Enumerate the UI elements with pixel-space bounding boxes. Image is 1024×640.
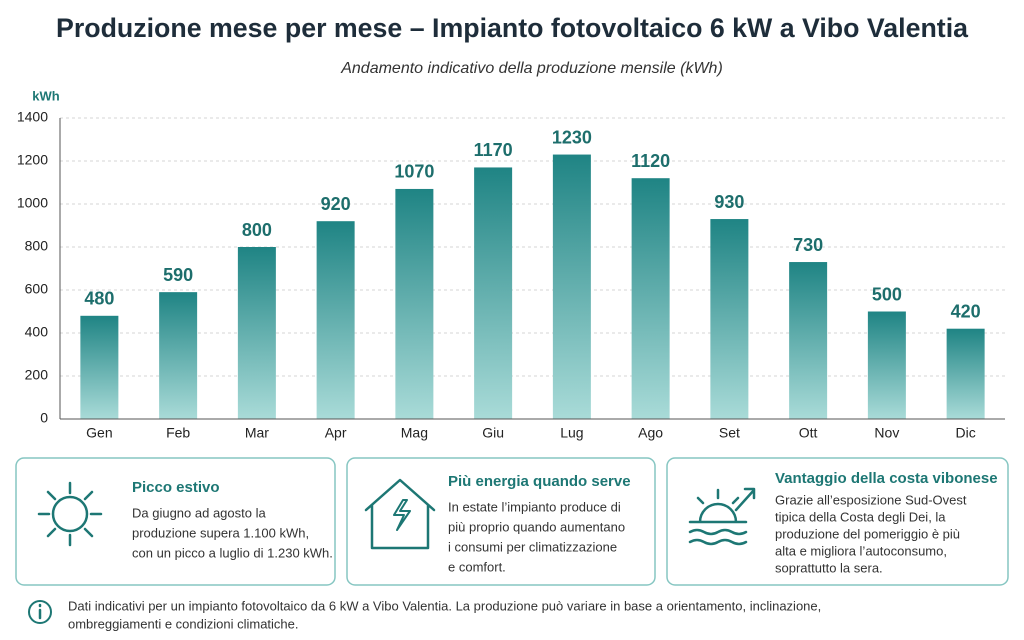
bar: [789, 262, 828, 419]
x-tick-label: Nov: [874, 425, 899, 441]
card-text: i consumi per climatizzazione: [448, 539, 617, 554]
value-label: 1120: [631, 151, 670, 171]
card-text: più proprio quando aumentano: [448, 519, 625, 534]
value-label: 590: [163, 265, 193, 285]
y-axis-label: kWh: [32, 88, 60, 103]
y-tick-label: 800: [25, 238, 49, 254]
x-tick-label: Feb: [166, 425, 190, 441]
card-text: tipica della Costa degli Dei, la: [775, 509, 946, 524]
x-tick-label: Gen: [86, 425, 112, 441]
x-tick-label: Lug: [560, 425, 583, 441]
value-label: 920: [321, 194, 351, 214]
bar: [946, 328, 985, 419]
bar: [631, 178, 670, 419]
value-label: 1230: [552, 127, 592, 147]
x-tick-label: Apr: [325, 425, 347, 441]
value-label: 800: [242, 220, 272, 240]
card-text: produzione del pomeriggio è più: [775, 526, 960, 541]
house-icon: [364, 478, 436, 550]
value-label: 480: [84, 289, 114, 309]
card-text: Da giugno ad agosto la: [132, 505, 266, 520]
card-text: soprattutto la sera.: [775, 560, 883, 575]
card-text: con un picco a luglio di 1.230 kWh.: [132, 545, 333, 560]
y-tick-label: 1000: [17, 195, 48, 211]
bar: [80, 315, 119, 419]
x-tick-label: Ago: [638, 425, 663, 441]
bar: [710, 219, 749, 419]
card-text: In estate l’impianto produce di: [448, 499, 621, 514]
bar: [159, 292, 198, 419]
value-label: 1070: [394, 162, 434, 182]
card-title: Più energia quando serve: [448, 473, 631, 490]
x-tick-label: Set: [719, 425, 740, 441]
y-tick-label: 0: [40, 410, 48, 426]
bar: [395, 188, 434, 419]
value-label: 730: [793, 235, 823, 255]
bar: [316, 221, 355, 419]
x-tick-label: Dic: [956, 425, 976, 441]
y-tick-label: 1200: [17, 152, 48, 168]
card: [15, 457, 336, 586]
chart-subtitle: Andamento indicativo della produzione me…: [340, 60, 723, 77]
x-tick-label: Ott: [799, 425, 818, 441]
card-text: produzione supera 1.100 kWh,: [132, 525, 309, 540]
value-label: 930: [714, 192, 744, 212]
y-tick-label: 200: [25, 367, 49, 383]
plot: 0 200 400 600 800 1000 1200 1400 Gen 480 Feb 590 Mar…: [17, 109, 1005, 441]
card: [346, 457, 656, 586]
bar: [867, 311, 906, 419]
card-title: Picco estivo: [132, 479, 220, 496]
chart-title: Produzione mese per mese – Impianto foto…: [56, 13, 969, 43]
card-title: Vantaggio della costa vibonese: [775, 470, 998, 487]
card-text: e comfort.: [448, 559, 506, 574]
value-label: 500: [872, 284, 902, 304]
value-label: 1170: [474, 140, 513, 160]
footer-note: Dati indicativi per un impianto fotovolt…: [68, 598, 821, 613]
y-tick-label: 600: [25, 281, 49, 297]
sunset-icon: [688, 487, 756, 546]
card-text: alta e migliora l’autoconsumo,: [775, 543, 947, 558]
bar: [474, 167, 513, 419]
y-tick-label: 400: [25, 324, 49, 340]
x-tick-label: Giu: [482, 425, 504, 441]
card-text: Grazie all’esposizione Sud-Ovest: [775, 492, 967, 507]
sun-icon: [37, 481, 103, 547]
x-tick-label: Mar: [245, 425, 269, 441]
info-icon: [28, 600, 52, 624]
bar: [552, 154, 591, 420]
bar: [237, 247, 276, 419]
value-label: 420: [951, 301, 981, 321]
footer-note: ombreggiamenti e condizioni climatiche.: [68, 616, 299, 631]
x-tick-label: Mag: [401, 425, 428, 441]
y-tick-label: 1400: [17, 109, 48, 125]
cards: Picco estivo Da giugno ad agosto la produz…: [132, 470, 998, 575]
